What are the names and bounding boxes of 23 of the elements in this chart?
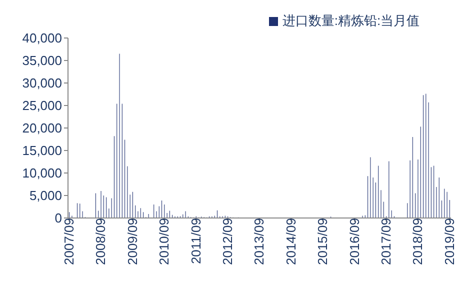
x-tick-label: 2018/09 [410,218,426,265]
y-tick-label: 30,000 [22,76,62,91]
x-tick-label: 2009/09 [124,218,140,265]
x-tick-label: 2019/09 [442,218,457,265]
x-tick-label: 2008/09 [93,218,108,265]
y-tick-label: 25,000 [22,98,62,114]
x-tick-label: 2017/09 [378,218,394,265]
x-tick-label: 2007/09 [62,218,77,265]
y-tick-label: 35,000 [22,53,62,68]
x-tick-label: 2014/09 [283,218,298,265]
x-tick-label: 2013/09 [252,218,267,265]
y-tick-label: 20,000 [22,120,62,136]
y-tick-label: 40,000 [22,30,62,46]
x-tick-label: 2016/09 [346,218,362,265]
y-tick-label: 15,000 [22,143,62,158]
x-tick-label: 2011/09 [188,218,204,264]
x-tick-label: 2015/09 [315,218,330,265]
y-tick-label: 0 [54,210,62,226]
y-tick-label: 10,000 [22,166,62,181]
x-tick-label: 2010/09 [156,218,172,265]
y-tick-label: 5,000 [29,188,62,204]
legend-label: 进口数量:精炼铅:当月值 [282,13,420,28]
x-tick-label: 2012/09 [220,218,236,265]
